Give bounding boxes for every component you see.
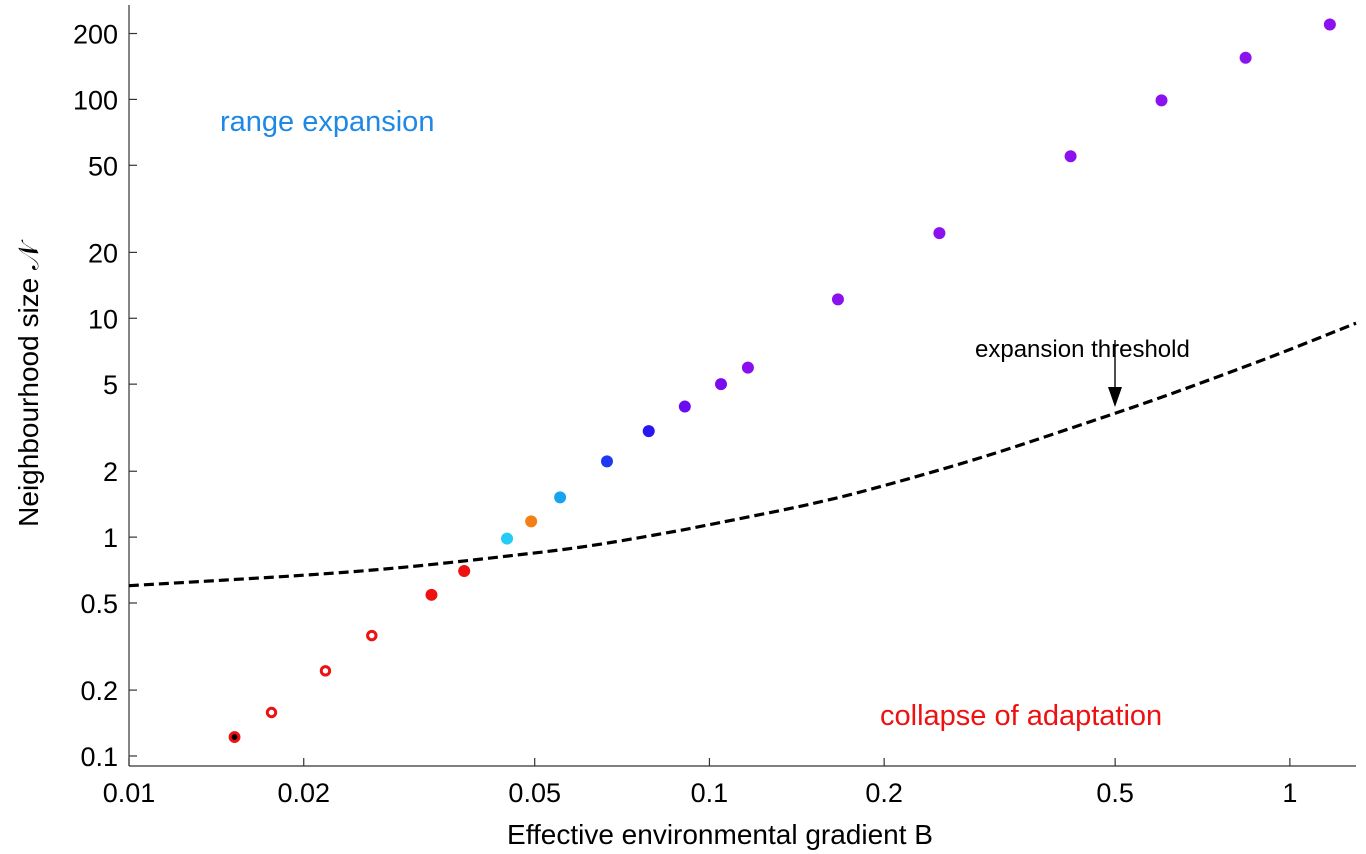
x-tick-label: 0.05	[508, 778, 561, 808]
y-tick-label: 200	[73, 20, 118, 50]
data-point	[554, 491, 567, 504]
data-point	[600, 455, 613, 468]
x-tick-label: 1	[1282, 778, 1297, 808]
y-tick-label: 5	[103, 370, 118, 400]
data-point	[678, 400, 691, 413]
y-tick-label: 50	[88, 151, 118, 181]
data-point	[1155, 94, 1168, 107]
annotation-range-expansion: range expansion	[220, 106, 434, 138]
data-point	[525, 515, 538, 528]
data-point-ring-dot	[228, 731, 241, 743]
data-point	[1064, 150, 1077, 163]
axes	[128, 5, 1356, 767]
y-tick-label: 1	[103, 523, 118, 553]
data-point	[1239, 51, 1252, 64]
y-tick-label: 0.2	[80, 676, 118, 706]
y-tick-label: 10	[88, 304, 118, 334]
y-tick-label: 20	[88, 238, 118, 268]
threshold-curve	[128, 321, 1357, 588]
data-point	[933, 227, 946, 240]
x-ticks: 0.01 0.02 0.05 0.1 0.2 0.5 1	[103, 758, 1297, 808]
y-ticks: 0.1 0.2 0.5 1 2 5 10 20 50 100 200	[73, 20, 137, 772]
data-point	[642, 425, 655, 438]
data-point-open	[366, 629, 378, 642]
y-tick-label: 2	[103, 457, 118, 487]
x-tick-label: 0.1	[691, 778, 729, 808]
data-points	[228, 18, 1336, 743]
data-point-open	[319, 665, 332, 677]
data-point	[458, 565, 471, 578]
y-tick-label: 0.1	[80, 742, 118, 772]
x-tick-label: 0.2	[865, 778, 903, 808]
data-point	[501, 532, 514, 545]
data-point	[1323, 18, 1336, 31]
annotation-collapse-of-adaptation: collapse of adaptation	[880, 700, 1162, 732]
x-axis-label: Effective environmental gradient B	[507, 819, 933, 850]
data-point	[425, 588, 438, 601]
data-point	[715, 378, 728, 391]
x-tick-label: 0.5	[1096, 778, 1134, 808]
x-tick-label: 0.02	[277, 778, 330, 808]
threshold-label: expansion threshold	[975, 336, 1190, 363]
y-axis-label: Neighbourhood size 𝒩	[13, 239, 44, 527]
threshold-callout: expansion threshold	[975, 336, 1190, 407]
x-tick-label: 0.01	[103, 778, 156, 808]
data-point	[741, 361, 754, 374]
threshold-arrow-head	[1108, 387, 1122, 407]
data-point-open	[265, 706, 278, 719]
data-point	[831, 293, 844, 306]
y-tick-label: 100	[73, 85, 118, 115]
y-tick-label: 0.5	[80, 589, 118, 619]
